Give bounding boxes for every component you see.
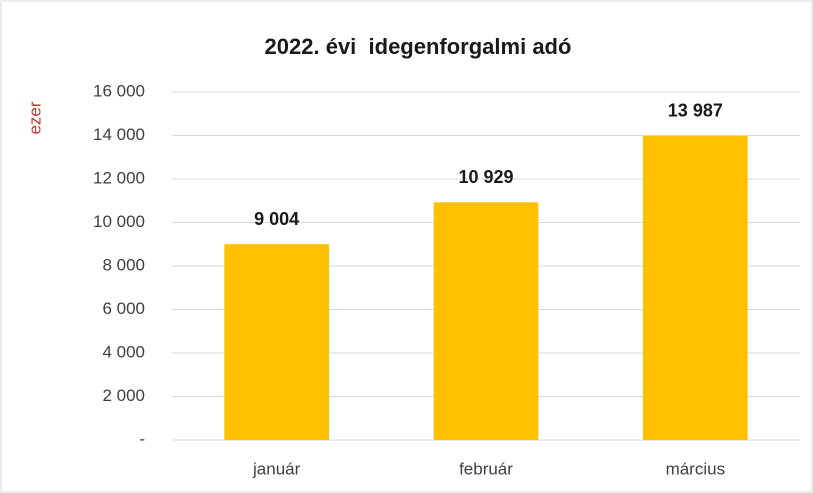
y-tick-label: 12 000 bbox=[93, 168, 145, 187]
x-tick-label: március bbox=[666, 459, 726, 478]
chart-title: 2022. évi idegenforgalmi adó bbox=[265, 34, 572, 59]
y-tick-label: 6 000 bbox=[102, 299, 145, 318]
y-tick-label: 16 000 bbox=[93, 81, 145, 100]
value-label: 13 987 bbox=[668, 101, 723, 121]
bar bbox=[643, 135, 748, 440]
value-label: 10 929 bbox=[458, 167, 513, 187]
bar bbox=[433, 202, 539, 440]
y-tick-label: 4 000 bbox=[102, 342, 145, 361]
y-tick-label: 14 000 bbox=[93, 125, 145, 144]
x-tick-label: február bbox=[459, 459, 513, 478]
y-tick-label: - bbox=[139, 429, 145, 448]
bar bbox=[224, 244, 329, 440]
y-tick-label: 8 000 bbox=[102, 255, 145, 274]
y-tick-label: 2 000 bbox=[102, 386, 145, 405]
value-label: 9 004 bbox=[254, 209, 299, 229]
x-tick-label: január bbox=[252, 459, 301, 478]
y-axis-title: ezer bbox=[25, 101, 44, 134]
y-tick-label: 10 000 bbox=[93, 212, 145, 231]
